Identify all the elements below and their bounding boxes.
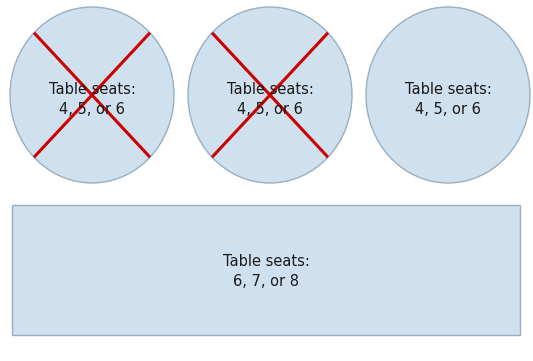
Text: Table seats:: Table seats: bbox=[227, 83, 313, 97]
Text: Table seats:: Table seats: bbox=[405, 83, 491, 97]
Text: Table seats:: Table seats: bbox=[49, 83, 135, 97]
Ellipse shape bbox=[10, 7, 174, 183]
Text: Table seats:: Table seats: bbox=[223, 255, 310, 270]
Bar bbox=[12, 205, 520, 335]
Ellipse shape bbox=[366, 7, 530, 183]
Text: 4, 5, or 6: 4, 5, or 6 bbox=[237, 101, 303, 117]
Text: 4, 5, or 6: 4, 5, or 6 bbox=[415, 101, 481, 117]
Ellipse shape bbox=[188, 7, 352, 183]
Text: 4, 5, or 6: 4, 5, or 6 bbox=[59, 101, 125, 117]
Text: 6, 7, or 8: 6, 7, or 8 bbox=[233, 274, 299, 290]
